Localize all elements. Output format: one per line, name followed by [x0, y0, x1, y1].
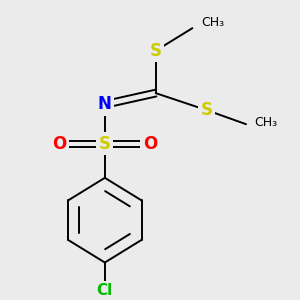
- Text: Cl: Cl: [97, 283, 113, 298]
- Text: CH₃: CH₃: [201, 16, 224, 29]
- Text: S: S: [150, 42, 162, 60]
- Text: O: O: [143, 135, 157, 153]
- Text: S: S: [99, 135, 111, 153]
- Text: N: N: [98, 95, 112, 113]
- Text: S: S: [200, 101, 212, 119]
- Text: CH₃: CH₃: [254, 116, 278, 129]
- Text: O: O: [52, 135, 67, 153]
